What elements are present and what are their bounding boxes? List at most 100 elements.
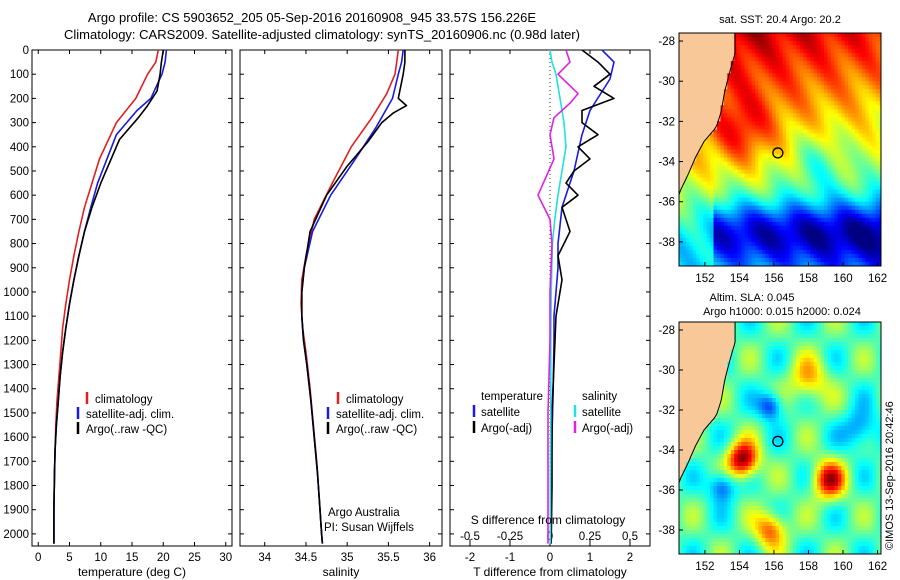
- map-x-tick-label: 154: [730, 273, 750, 285]
- y-tick-label: 1600: [3, 432, 29, 444]
- x-tick-label: 1: [587, 552, 593, 564]
- x-top-tick-label: 0.25: [579, 531, 601, 543]
- imos-credit: ©IMOS 13-Sep-2016 20:42:46: [884, 401, 896, 550]
- temperature-chart: 0 5 10 15 20 25 300100200300400500600700800900…: [3, 45, 232, 564]
- salinity-panel-frame: [239, 49, 443, 547]
- map-field: [679, 322, 881, 554]
- map-x-tick-label: 154: [730, 561, 750, 573]
- map-x-tick-label: 160: [833, 561, 852, 573]
- x-tick-label: 34: [258, 552, 271, 564]
- map-x-tick-label: 156: [764, 561, 783, 573]
- map-y-tick-label: -38: [658, 525, 675, 537]
- x-tick-label: 30: [219, 552, 232, 564]
- series-group: [300, 50, 408, 544]
- legend-label-climatology: climatology: [95, 394, 153, 406]
- y-tick-label: 1700: [3, 456, 29, 468]
- legend-label-climatology: climatology: [346, 394, 404, 406]
- map-y-tick-label: -36: [658, 197, 675, 209]
- map-x-tick-label: 156: [764, 273, 783, 285]
- sla-map-subtitle: Argo h1000: 0.015 h2000: 0.024: [703, 306, 861, 318]
- x-tick-label: -1: [505, 552, 515, 564]
- y-tick-label: 600: [10, 190, 29, 202]
- x-tick-label: 34.5: [295, 552, 317, 564]
- map-x-tick-label: 162: [868, 273, 887, 285]
- x-tick-label: 5: [66, 552, 72, 564]
- map-x-tick-label: 152: [695, 273, 714, 285]
- y-tick-label: 1500: [3, 408, 29, 420]
- y-tick-label: 2000: [3, 529, 29, 541]
- map-y-tick-label: -34: [658, 445, 675, 457]
- series-line-1: [550, 50, 615, 544]
- x-tick-label: 0: [35, 552, 41, 564]
- coastline: [679, 33, 736, 197]
- legend-title-temperature: temperature: [481, 391, 543, 403]
- sst-map: 152 154 156 158 160 162 -28 -30 -32 -34 -36 -38: [658, 32, 887, 285]
- map-x-tick-label: 152: [695, 561, 714, 573]
- x-tick-label: 35: [341, 552, 354, 564]
- argo-position-marker: [772, 435, 784, 448]
- annotation-pi: PI: Susan Wijffels: [324, 522, 414, 534]
- temperature-xlabel: temperature (deg C): [78, 565, 186, 579]
- map-y-tick-label: -28: [658, 325, 675, 337]
- x-tick-label: 35.5: [377, 552, 399, 564]
- sla-map: 152 154 156 158 160 162 -28 -30 -32 -34 -36 -38: [658, 321, 887, 573]
- y-tick-label: 1800: [3, 481, 29, 493]
- series-group: [53, 50, 168, 544]
- map-frame: [678, 32, 882, 267]
- y-tick-label: 1200: [3, 335, 29, 347]
- map-x-tick-label: 158: [799, 561, 818, 573]
- x-top-tick-label: 0.5: [622, 531, 638, 543]
- temperature-legend: climatology satellite-adj. clim. Argo(..…: [76, 392, 174, 436]
- legend-label-satellite: satellite-adj. clim.: [86, 409, 174, 421]
- legend-label-s-argo: Argo(-adj): [582, 423, 633, 435]
- difference-xlabel: T difference from climatology: [473, 565, 627, 579]
- y-tick-label: 300: [10, 118, 29, 130]
- y-tick-label: 200: [10, 93, 29, 105]
- map-x-tick-label: 162: [868, 561, 887, 573]
- legend-label-t-satellite: satellite: [481, 407, 520, 419]
- difference-legend: temperature salinity satellite Argo(-adj…: [472, 391, 633, 435]
- legend-title-salinity: salinity: [582, 391, 617, 403]
- map-x-tick-label: 160: [833, 273, 852, 285]
- series-line-2: [549, 50, 567, 544]
- y-tick-label: 0: [23, 45, 29, 57]
- y-tick-label: 100: [10, 69, 29, 81]
- y-tick-label: 1900: [3, 505, 29, 517]
- y-tick-label: 400: [10, 142, 29, 154]
- difference-xlabel-top: S difference from climatology: [471, 513, 626, 527]
- map-y-tick-label: -32: [658, 116, 675, 128]
- y-tick-label: 700: [10, 214, 29, 226]
- series-line-3: [537, 50, 579, 544]
- y-tick-label: 800: [10, 239, 29, 251]
- figure-title-line1: Argo profile: CS 5903652_205 05-Sep-2016…: [88, 10, 536, 25]
- y-tick-label: 500: [10, 166, 29, 178]
- x-top-tick-label: -0.25: [497, 531, 523, 543]
- difference-chart: -2 -1 0 1 2-0.5 -0.25 0 0.25 0.5: [450, 49, 650, 564]
- legend-label-t-argo: Argo(-adj): [481, 423, 532, 435]
- x-tick-label: 10: [94, 552, 107, 564]
- y-tick-label: 1000: [3, 287, 29, 299]
- map-frame: [678, 321, 882, 555]
- map-y-tick-label: -34: [658, 157, 675, 169]
- sla-map-title: Altim. SLA: 0.045: [710, 292, 795, 304]
- coastline: [679, 322, 736, 486]
- map-y-tick-label: -38: [658, 237, 675, 249]
- legend-label-argo: Argo(..raw -QC): [336, 424, 417, 436]
- salinity-legend: climatology satellite-adj. clim. Argo(..…: [326, 392, 424, 436]
- series-group: [537, 50, 615, 544]
- legend-label-s-satellite: satellite: [582, 407, 621, 419]
- x-tick-label: 15: [126, 552, 139, 564]
- series-line-2: [300, 50, 408, 544]
- salinity-xlabel: salinity: [323, 565, 360, 579]
- argo-position-marker: [772, 147, 784, 159]
- x-tick-label: 36: [423, 552, 436, 564]
- sst-map-title: sat. SST: 20.4 Argo: 20.2: [719, 14, 841, 26]
- map-x-tick-label: 158: [799, 273, 818, 285]
- legend-label-satellite: satellite-adj. clim.: [336, 409, 424, 421]
- x-tick-label: 20: [157, 552, 170, 564]
- y-tick-label: 1300: [3, 360, 29, 372]
- x-top-tick-label: -0.5: [460, 531, 480, 543]
- map-y-tick-label: -30: [658, 365, 675, 377]
- map-y-tick-label: -36: [658, 485, 675, 497]
